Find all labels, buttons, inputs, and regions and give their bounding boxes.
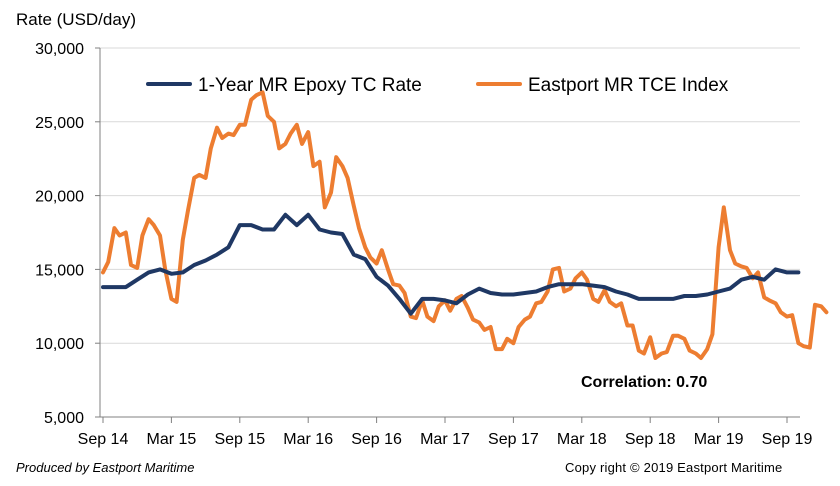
producer-credit: Produced by Eastport Maritime	[16, 460, 195, 475]
x-tick-label: Mar 18	[557, 431, 607, 448]
legend-label: Eastport MR TCE Index	[528, 75, 729, 96]
copyright-notice: Copy right © 2019 Eastport Maritime	[565, 460, 783, 475]
x-tick-label: Sep 14	[78, 431, 129, 448]
axes	[95, 47, 800, 423]
series-line	[101, 212, 801, 316]
y-tick-label: 15,000	[35, 262, 84, 279]
x-tick-label: Sep 16	[351, 431, 402, 448]
correlation-annotation: Correlation: 0.70	[581, 374, 707, 391]
x-tick-label: Sep 18	[625, 431, 676, 448]
y-tick-label: 10,000	[35, 336, 84, 353]
x-tick-label: Mar 17	[420, 431, 470, 448]
legend-label: 1-Year MR Epoxy TC Rate	[198, 75, 422, 96]
legend: 1-Year MR Epoxy TC Rate Eastport MR TCE I…	[146, 75, 729, 96]
gridlines	[100, 47, 800, 344]
y-tick-label: 20,000	[35, 189, 84, 206]
x-tick-label: Mar 19	[694, 431, 744, 448]
series-lines	[101, 90, 829, 360]
y-tick-label: 30,000	[35, 41, 84, 58]
x-tick-label: Sep 19	[762, 431, 813, 448]
y-tick-label: 25,000	[35, 115, 84, 132]
tick-labels: 5,000 10,000 15,000 20,000 25,000 30,000 Sep 1…	[35, 41, 812, 448]
series-line	[101, 90, 829, 360]
y-tick-label: 5,000	[44, 410, 84, 427]
x-tick-label: Mar 15	[147, 431, 197, 448]
x-tick-label: Sep 15	[214, 431, 265, 448]
y-axis-label: Rate (USD/day)	[16, 10, 136, 29]
x-tick-label: Mar 16	[283, 431, 333, 448]
x-tick-label: Sep 17	[488, 431, 539, 448]
